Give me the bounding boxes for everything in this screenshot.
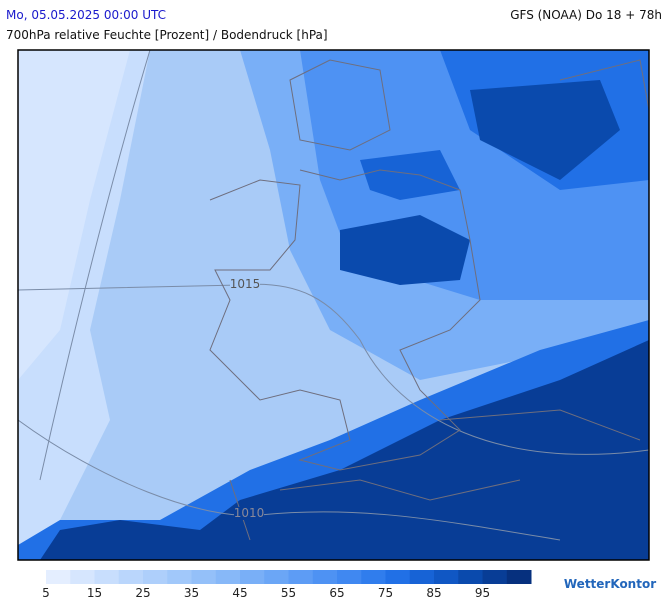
colorbar-label: 15 [87, 586, 102, 600]
colorbar-swatch [385, 570, 411, 584]
subtitle: 700hPa relative Feuchte [Prozent] / Bode… [6, 28, 328, 42]
colorbar-label: 35 [184, 586, 199, 600]
colorbar-swatch [506, 570, 532, 584]
colorbar-swatch [94, 570, 120, 584]
colorbar-swatch [434, 570, 459, 584]
colorbar-swatch [118, 570, 144, 584]
colorbar: 5 15 25 35 45 55 65 75 85 95 [42, 570, 532, 600]
isobar-label: 1015 [230, 277, 261, 291]
colorbar-label: 45 [232, 586, 247, 600]
isobar-label: 1010 [234, 506, 265, 520]
colorbar-swatch [312, 570, 338, 584]
colorbar-swatch [240, 570, 265, 584]
colorbar-label: 25 [135, 586, 150, 600]
colorbar-swatch [167, 570, 192, 584]
colorbar-swatch [482, 570, 508, 584]
colorbar-label: 95 [475, 586, 490, 600]
colorbar-label: 85 [426, 586, 441, 600]
colorbar-swatch [46, 570, 71, 584]
colorbar-swatch [458, 570, 483, 584]
colorbar-label: 65 [329, 586, 344, 600]
colorbar-swatch [409, 570, 435, 584]
map: 1015 1010 [17, 49, 650, 561]
date: Mo, 05.05.2025 00:00 UTC [6, 8, 166, 22]
colorbar-swatch [264, 570, 289, 584]
colorbar-swatch [215, 570, 241, 584]
colorbar-swatch [70, 570, 95, 584]
colorbar-swatch [143, 570, 168, 584]
colorbar-swatch [191, 570, 217, 584]
colorbar-swatch [288, 570, 314, 584]
model-run: GFS (NOAA) Do 18 + 78h [510, 8, 662, 22]
colorbar-label: 55 [281, 586, 296, 600]
colorbar-label: 75 [378, 586, 393, 600]
brand: WetterKontor [564, 577, 656, 591]
colorbar-swatch [337, 570, 362, 584]
colorbar-label: 5 [42, 586, 50, 600]
colorbar-swatch [361, 570, 386, 584]
